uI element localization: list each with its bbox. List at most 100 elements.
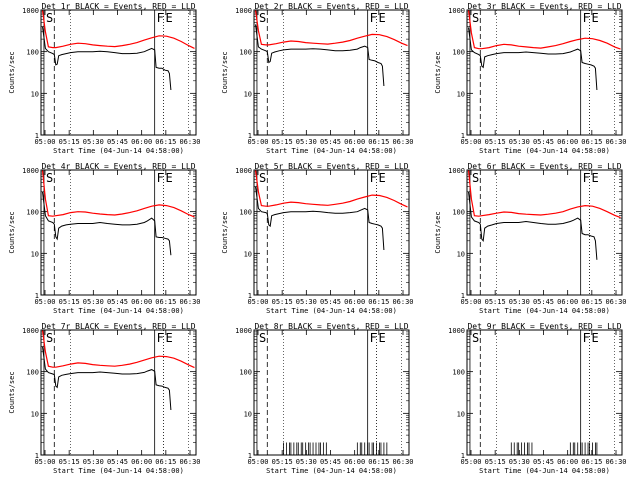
y-tick-label: 100 [26,209,39,217]
marker-label-S: S [472,11,479,25]
x-tick-label: 06:15 [368,458,389,466]
x-tick-label: 06:00 [344,298,365,306]
y-tick-label: 1 [248,452,252,460]
x-tick-label: 06:30 [179,138,200,146]
x-tick-label: 05:30 [509,138,530,146]
x-tick-label: 05:45 [320,138,341,146]
marker-label-E: E [166,331,173,345]
panel-det-5r: Det 5r BLACK = Events, RED = LLD 1 10 100 10… [221,162,414,315]
x-tick-label: 05:00 [34,458,55,466]
x-axis-label: Start Time (04-Jun-14 04:58:00) [479,467,610,475]
marker-label-S: S [472,331,479,345]
panel-det-7r: Det 7r BLACK = Events, RED = LLD 1 10 100 10… [8,322,201,475]
marker-label-E: E [379,331,386,345]
x-tick-label: 05:15 [59,298,80,306]
lld-series-line [467,169,621,219]
x-tick-label: 05:45 [533,138,554,146]
x-tick-label: 05:45 [320,298,341,306]
x-tick-label: 06:15 [155,298,176,306]
y-tick-label: 1000 [235,167,252,175]
x-tick-label: 06:30 [392,298,413,306]
x-tick-label: 06:00 [131,138,152,146]
marker-label-F: F [583,171,590,185]
y-tick-label: 100 [239,209,252,217]
x-tick-label: 06:15 [581,138,602,146]
plot-frame [466,169,623,296]
x-tick-label: 05:15 [59,458,80,466]
x-tick-label: 05:45 [533,298,554,306]
x-tick-label: 06:30 [605,458,626,466]
lld-series-line [41,169,195,218]
x-tick-label: 06:00 [557,138,578,146]
x-tick-label: 05:15 [59,138,80,146]
x-tick-label: 05:45 [320,458,341,466]
y-axis-label: Counts/sec [434,211,442,253]
y-tick-label: 1 [461,132,465,140]
x-tick-label: 06:00 [131,458,152,466]
marker-label-F: F [157,171,164,185]
y-tick-label: 100 [26,369,39,377]
x-tick-label: 05:45 [107,138,128,146]
marker-label-F: F [583,331,590,345]
plot-frame [40,9,197,136]
events-series-line [255,24,385,87]
x-axis-label: Start Time (04-Jun-14 04:58:00) [266,307,397,315]
y-tick-label: 100 [452,369,465,377]
lld-series-line [467,9,621,50]
marker-label-S: S [259,171,266,185]
marker-label-S: S [46,11,53,25]
x-axis-label: Start Time (04-Jun-14 04:58:00) [53,307,184,315]
chart-title: Det 8r BLACK = Events, RED = LLD [254,322,408,331]
y-tick-label: 10 [244,90,252,98]
marker-label-E: E [166,11,173,25]
panel-det-9r: Det 9r BLACK = Events, RED = LLD 1 10 100 10… [448,322,626,475]
events-series-line [468,191,598,260]
x-tick-label: 05:30 [83,298,104,306]
marker-label-E: E [592,331,599,345]
y-tick-label: 10 [244,410,252,418]
y-axis-label: Counts/sec [221,211,229,253]
lld-series-line [41,9,195,49]
y-tick-label: 100 [239,49,252,57]
y-tick-label: 100 [452,49,465,57]
y-tick-label: 1 [248,132,252,140]
y-tick-label: 10 [244,250,252,258]
chart-title: Det 6r BLACK = Events, RED = LLD [467,162,621,171]
marker-label-F: F [157,331,164,345]
x-tick-label: 05:15 [485,138,506,146]
x-axis-label: Start Time (04-Jun-14 04:58:00) [53,147,184,155]
x-tick-label: 06:30 [392,138,413,146]
y-tick-label: 100 [239,369,252,377]
y-tick-label: 10 [31,410,39,418]
x-tick-label: 05:30 [509,298,530,306]
marker-label-F: F [370,11,377,25]
plot-frame [466,9,623,136]
x-tick-label: 05:00 [247,298,268,306]
marker-label-S: S [46,171,53,185]
marker-label-E: E [379,171,386,185]
x-tick-label: 05:15 [272,138,293,146]
x-tick-label: 06:30 [179,298,200,306]
y-tick-label: 1000 [448,327,465,335]
y-tick-label: 1000 [235,7,252,15]
x-tick-label: 05:00 [460,298,481,306]
x-tick-label: 05:45 [107,458,128,466]
x-tick-label: 05:45 [107,298,128,306]
marker-label-F: F [370,331,377,345]
x-tick-label: 06:30 [605,298,626,306]
events-series-line [42,346,172,411]
y-tick-label: 1000 [22,167,39,175]
marker-label-F: F [370,171,377,185]
y-tick-label: 1000 [22,327,39,335]
y-axis-label: Counts/sec [8,51,16,93]
y-tick-label: 1000 [448,7,465,15]
y-tick-label: 1 [461,292,465,300]
y-axis-label: Counts/sec [434,51,442,93]
x-tick-label: 06:00 [344,138,365,146]
lld-series-line [254,169,408,208]
y-tick-label: 100 [26,49,39,57]
chart-title: Det 2r BLACK = Events, RED = LLD [254,2,408,11]
chart-title: Det 4r BLACK = Events, RED = LLD [41,162,195,171]
y-axis-label: Counts/sec [8,371,16,413]
